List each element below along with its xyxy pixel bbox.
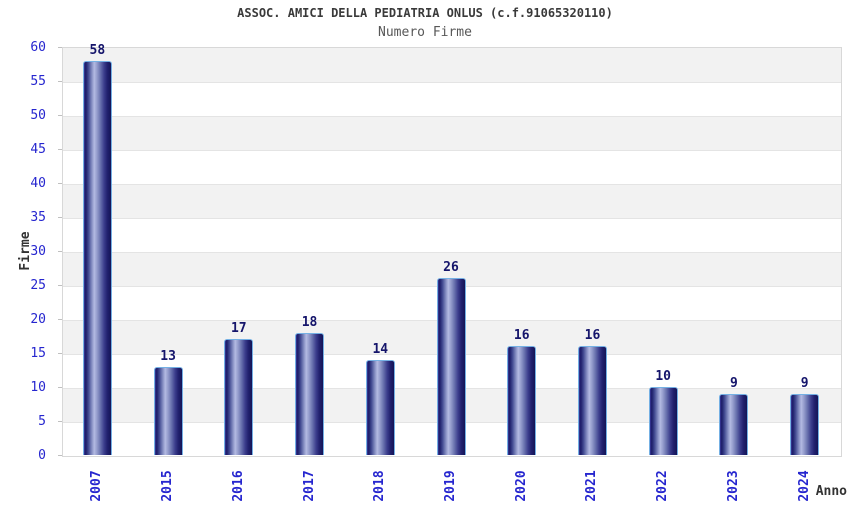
bar-2022	[648, 387, 678, 455]
gridline	[63, 184, 841, 185]
bar-value-label: 10	[655, 369, 671, 384]
y-tick-label: 40	[30, 176, 46, 191]
plot-band	[63, 184, 841, 218]
x-tick-label: 2007	[89, 470, 105, 502]
y-tick-label: 25	[30, 278, 46, 293]
y-tick-label: 5	[38, 414, 46, 429]
y-tick-label: 55	[30, 74, 46, 89]
y-tickmark	[58, 421, 62, 422]
bar-value-label: 14	[372, 341, 389, 357]
x-tick-label: 2023	[725, 470, 741, 502]
y-tick-label: 10	[30, 380, 46, 395]
plot-area	[62, 47, 842, 457]
x-axis-label: Anno	[815, 484, 847, 499]
y-tickmark	[58, 217, 62, 218]
y-tickmark	[58, 81, 62, 82]
y-tickmark	[58, 455, 62, 456]
bar-2015	[153, 366, 183, 455]
y-tick-label: 60	[30, 40, 46, 55]
y-tick-label: 35	[30, 210, 46, 225]
gridline	[63, 252, 841, 253]
bar-value-label: 9	[729, 375, 738, 391]
bar-2020	[507, 346, 537, 455]
x-tick-label: 2017	[301, 470, 317, 502]
bar-value-label: 17	[230, 321, 247, 337]
y-tickmark	[58, 353, 62, 354]
bar-2018	[365, 359, 395, 455]
bar-2016	[224, 339, 254, 455]
y-tickmark	[58, 47, 62, 48]
y-tickmark	[58, 285, 62, 286]
y-tick-label: 20	[30, 312, 46, 327]
chart-subtitle: Numero Firme	[378, 25, 472, 40]
bar-value-label: 9	[800, 375, 809, 391]
x-tick-label: 2015	[160, 470, 176, 502]
y-tick-label: 45	[30, 142, 46, 157]
chart-title: ASSOC. AMICI DELLA PEDIATRIA ONLUS (c.f.…	[237, 6, 613, 20]
y-tickmark	[58, 149, 62, 150]
bar-2017	[295, 332, 325, 455]
x-tick-label: 2018	[372, 470, 388, 502]
y-tickmark	[58, 387, 62, 388]
x-tick-label: 2016	[230, 470, 246, 502]
x-tick-label: 2024	[796, 470, 812, 502]
bar-value-label: 13	[160, 348, 176, 364]
x-tick-label: 2019	[443, 470, 458, 502]
gridline	[63, 82, 841, 83]
y-tickmark	[58, 183, 62, 184]
bar-2019	[436, 278, 466, 455]
gridline	[63, 116, 841, 117]
y-tick-label: 50	[30, 108, 46, 123]
y-tick-label: 15	[30, 346, 46, 361]
bar-2007	[82, 60, 112, 455]
y-tick-label: 0	[38, 448, 46, 463]
x-tick-label: 2022	[655, 470, 671, 502]
bar-2021	[577, 346, 607, 455]
bar-2023	[719, 393, 749, 455]
bar-2024	[790, 393, 820, 455]
bar-value-label: 18	[301, 314, 318, 330]
bar-value-label: 16	[513, 328, 530, 344]
bar-value-label: 58	[89, 42, 106, 58]
y-tick-label: 30	[30, 244, 46, 259]
x-tick-label: 2020	[513, 470, 529, 502]
y-tickmark	[58, 251, 62, 252]
bar-value-label: 26	[443, 260, 459, 276]
x-tick-label: 2021	[584, 470, 600, 502]
gridline	[63, 218, 841, 219]
y-axis-label: Firme	[18, 231, 33, 271]
plot-band	[63, 116, 841, 150]
y-tickmark	[58, 319, 62, 320]
bar-value-label: 16	[584, 328, 601, 344]
gridline	[63, 150, 841, 151]
y-tickmark	[58, 115, 62, 116]
plot-band	[63, 48, 841, 82]
